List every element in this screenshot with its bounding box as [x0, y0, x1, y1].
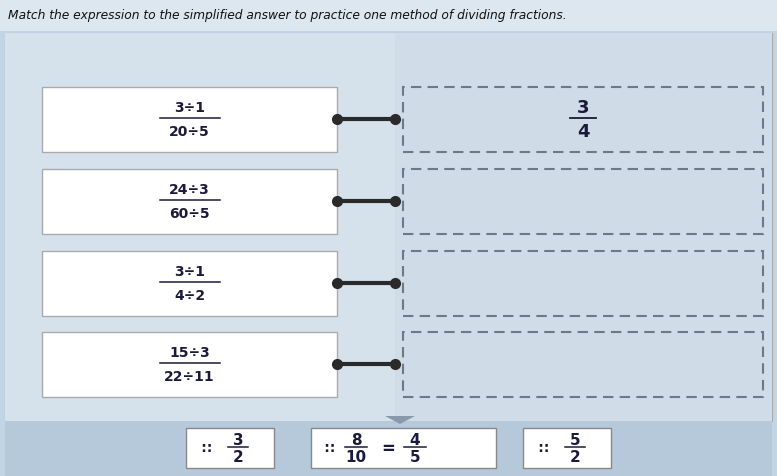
Text: 4÷2: 4÷2: [174, 288, 205, 302]
FancyBboxPatch shape: [5, 34, 395, 421]
FancyBboxPatch shape: [5, 421, 772, 476]
Text: 5: 5: [409, 449, 420, 465]
Text: ∷: ∷: [538, 441, 548, 455]
FancyBboxPatch shape: [403, 332, 763, 397]
Polygon shape: [385, 416, 415, 424]
Text: 2: 2: [232, 449, 243, 465]
FancyBboxPatch shape: [42, 332, 337, 397]
Text: 3: 3: [577, 99, 589, 117]
Text: 4: 4: [409, 433, 420, 447]
FancyBboxPatch shape: [523, 428, 611, 468]
Text: 5: 5: [570, 433, 580, 447]
Text: 8: 8: [350, 433, 361, 447]
Text: 15÷3: 15÷3: [169, 345, 210, 359]
FancyBboxPatch shape: [42, 169, 337, 234]
Text: 24÷3: 24÷3: [169, 183, 210, 197]
FancyBboxPatch shape: [403, 87, 763, 152]
FancyBboxPatch shape: [311, 428, 496, 468]
FancyBboxPatch shape: [0, 0, 777, 32]
FancyBboxPatch shape: [42, 87, 337, 152]
Text: Match the expression to the simplified answer to practice one method of dividing: Match the expression to the simplified a…: [8, 9, 566, 21]
Text: 2: 2: [570, 449, 580, 465]
FancyBboxPatch shape: [42, 251, 337, 316]
Text: 60÷5: 60÷5: [169, 207, 210, 220]
Text: =: =: [381, 439, 395, 457]
FancyBboxPatch shape: [5, 34, 772, 421]
Text: 4: 4: [577, 123, 589, 141]
FancyBboxPatch shape: [186, 428, 274, 468]
FancyBboxPatch shape: [395, 34, 772, 421]
FancyBboxPatch shape: [403, 251, 763, 316]
Text: 10: 10: [346, 449, 367, 465]
Text: ∷: ∷: [201, 441, 211, 455]
Text: 20÷5: 20÷5: [169, 125, 210, 139]
Text: 3: 3: [232, 433, 243, 447]
Text: 22÷11: 22÷11: [164, 369, 214, 383]
Text: 3÷1: 3÷1: [174, 101, 205, 115]
Text: ∷: ∷: [324, 441, 334, 455]
Text: 3÷1: 3÷1: [174, 265, 205, 278]
FancyBboxPatch shape: [403, 169, 763, 234]
